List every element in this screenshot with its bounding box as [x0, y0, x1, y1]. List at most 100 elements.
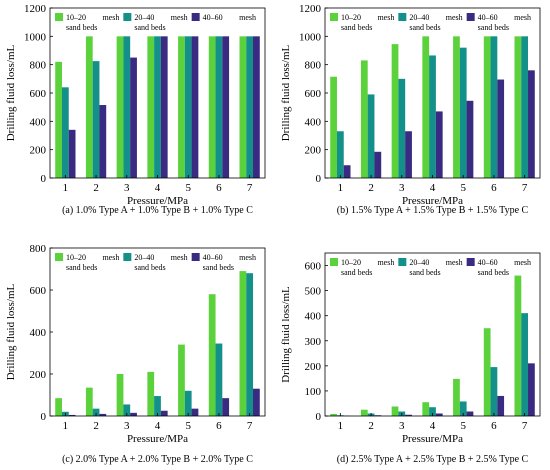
y-tick-label-5: 1000 [299, 31, 322, 43]
legend-swatch-2 [123, 13, 132, 21]
legend-sublabel-3: sand beds [478, 23, 509, 32]
y-tick-label-0: 0 [41, 173, 47, 185]
x-axis-label: Pressure/MPa [127, 195, 188, 207]
legend-label-3: 40–60 [478, 258, 498, 267]
bar-s1-c5 [178, 36, 185, 178]
legend-sublabel-3: sand beds [203, 263, 234, 272]
legend-label-2: 20–40 [409, 258, 429, 267]
bar-s2-c3 [123, 404, 131, 416]
y-tick-label-1: 200 [305, 145, 322, 157]
bar-s1-c3 [116, 374, 124, 416]
x-tick-label-4: 4 [430, 420, 436, 432]
y-tick-label-2: 200 [305, 361, 322, 373]
chart-panel-2: 0 200 400 600 800 1000 1200 1 2 3 4 5 6 7 Pressure/MPa… [280, 3, 541, 216]
x-tick-label-3: 3 [399, 420, 405, 432]
legend-unit-3: mesh [514, 258, 531, 267]
bar-s3-c1 [68, 414, 76, 416]
bar-s2-c5 [184, 390, 192, 416]
bar-s3-c1 [68, 129, 76, 178]
bar-s2-c2 [92, 408, 100, 416]
bar-s1-c4 [147, 36, 155, 178]
bar-s3-c2 [374, 151, 382, 178]
x-tick-label-6: 6 [491, 420, 497, 432]
bar-s2-c4 [154, 36, 161, 178]
bar-s3-c6 [497, 79, 505, 178]
y-tick-label-5: 500 [305, 286, 322, 298]
legend-swatch-1 [55, 253, 63, 261]
panel-caption: (c) 2.0% Type A + 2.0% Type B + 2.0% Typ… [62, 454, 253, 465]
x-tick-label-5: 5 [460, 182, 466, 194]
y-tick-label-4: 400 [305, 311, 322, 323]
legend-sublabel-3: sand beds [478, 268, 509, 277]
bar-s2-c6 [490, 367, 498, 416]
y-axis-label: Drilling fluid loss/mL [5, 44, 17, 141]
x-tick-label-2: 2 [368, 420, 374, 432]
bar-s2-c6 [215, 36, 223, 178]
y-tick-label-4: 800 [305, 60, 322, 72]
bar-s1-c3 [116, 36, 124, 178]
y-tick-label-3: 600 [30, 285, 47, 297]
x-tick-label-6: 6 [216, 420, 222, 432]
x-tick-label-2: 2 [368, 182, 374, 194]
bar-s1-c4 [147, 371, 155, 416]
bar-s3-c4 [160, 36, 168, 178]
y-tick-label-2: 400 [30, 116, 47, 128]
bar-s3-c6 [222, 398, 230, 416]
bar-s2-c7 [246, 273, 254, 416]
bar-s2-c7 [246, 36, 254, 178]
y-tick-label-1: 100 [305, 386, 322, 398]
bar-s3-c7 [528, 363, 535, 416]
bar-s1-c7 [239, 271, 247, 416]
x-tick-label-3: 3 [399, 182, 405, 194]
chart-panel-3: 0 200 400 600 800 1 2 3 4 5 6 7 Pressure/MPa Drilling… [5, 243, 266, 465]
bar-s2-c1 [61, 87, 69, 178]
y-tick-label-4: 800 [30, 243, 47, 255]
bar-s1-c2 [85, 387, 93, 416]
x-tick-label-4: 4 [155, 420, 161, 432]
x-tick-label-6: 6 [491, 182, 497, 194]
x-tick-label-4: 4 [430, 182, 436, 194]
legend-swatch-1 [330, 13, 338, 21]
legend-label-2: 20–40 [134, 253, 154, 262]
legend-swatch-3 [191, 253, 200, 261]
y-tick-label-0: 0 [316, 173, 322, 185]
y-tick-label-5: 1000 [24, 31, 47, 43]
bar-s1-c2 [85, 36, 93, 178]
x-tick-label-4: 4 [155, 182, 161, 194]
bar-s2-c5 [459, 401, 467, 416]
x-axis-label: Pressure/MPa [402, 433, 463, 445]
legend-label-2: 20–40 [134, 13, 154, 22]
bar-s2-c7 [521, 36, 529, 178]
legend-unit-1: mesh [102, 253, 119, 262]
bar-s1-c3 [391, 44, 399, 179]
y-tick-label-6: 600 [305, 261, 322, 273]
legend-unit-3: mesh [514, 13, 531, 22]
x-tick-label-1: 1 [338, 182, 344, 194]
x-axis-label: Pressure/MPa [402, 195, 463, 207]
bar-s3-c4 [160, 410, 168, 416]
legend-sublabel-1: sand beds [341, 23, 372, 32]
legend-label-2: 20–40 [409, 13, 429, 22]
legend-unit-2: mesh [446, 258, 463, 267]
bar-s2-c7 [521, 313, 529, 416]
legend-unit-1: mesh [377, 13, 394, 22]
x-tick-label-5: 5 [185, 182, 191, 194]
bar-s1-c6 [483, 36, 491, 178]
bar-s1-c7 [514, 275, 522, 416]
legend-swatch-1 [55, 13, 63, 21]
legend-swatch-3 [466, 258, 475, 266]
bar-s1-c2 [360, 60, 368, 178]
bar-s1-c5 [178, 344, 185, 416]
bar-s2-c6 [490, 36, 498, 178]
y-tick-label-3: 600 [305, 88, 322, 100]
legend-unit-2: mesh [171, 253, 188, 262]
y-tick-label-1: 200 [30, 145, 47, 157]
x-tick-label-3: 3 [124, 420, 130, 432]
panel-caption: (b) 1.5% Type A + 1.5% Type B + 1.5% Typ… [337, 205, 529, 216]
legend-sublabel-1: sand beds [66, 263, 97, 272]
y-tick-label-2: 400 [305, 116, 322, 128]
legend-label-1: 10–20 [341, 258, 361, 267]
legend-swatch-1 [330, 258, 338, 266]
y-tick-label-0: 0 [316, 411, 322, 423]
